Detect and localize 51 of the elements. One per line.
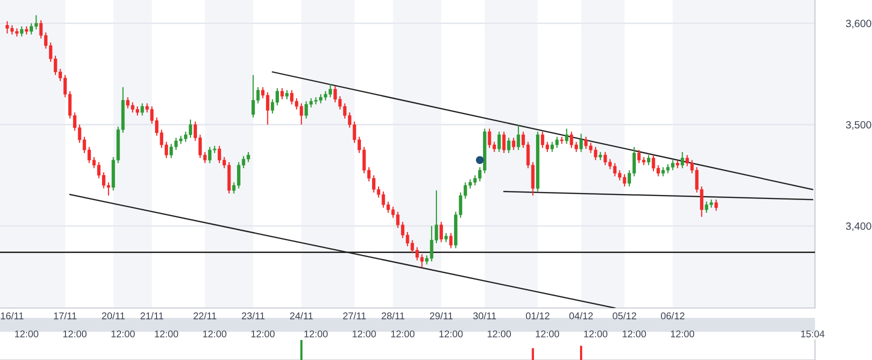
- candlestick: [280, 88, 284, 100]
- x-tick-label: 23/11: [242, 312, 265, 320]
- x-tick-label: 12:00: [439, 330, 463, 338]
- x-tick-label: 12:00: [112, 330, 135, 338]
- x-tick-label: 27/11: [343, 312, 366, 320]
- candlestick: [512, 137, 516, 150]
- candlestick: [20, 26, 24, 38]
- candlestick: [579, 133, 583, 153]
- y-tick-label: 3,500: [846, 121, 872, 130]
- x-tick-label: 20/11: [102, 312, 125, 320]
- candlestick: [444, 232, 448, 243]
- candlestick: [507, 137, 510, 154]
- x-tick-label: 12:00: [154, 330, 178, 338]
- x-tick-label: 12:00: [203, 330, 226, 338]
- x-tick-label: 12:00: [15, 330, 38, 338]
- x-tick-label: 21/11: [140, 312, 164, 320]
- x-tick-label: 30/11: [473, 312, 496, 320]
- candlestick: [440, 221, 443, 243]
- x-tick-label: 01/12: [526, 312, 550, 320]
- x-tick-label: 12:00: [622, 330, 646, 338]
- x-tick-label: 24/11: [290, 312, 313, 320]
- candlestick: [502, 131, 506, 154]
- x-tick-label: 12:00: [584, 330, 608, 338]
- candlestick: [564, 128, 568, 144]
- candlestick: [140, 102, 144, 116]
- x-tick-label: 29/11: [430, 312, 453, 320]
- x-tick-label: 12:00: [352, 330, 376, 338]
- candlestick: [285, 90, 289, 100]
- x-tick-label: 28/11: [382, 312, 404, 320]
- x-tick-label: 17/11: [54, 312, 76, 320]
- candlestick: [680, 151, 684, 169]
- x-tick-label: 12:00: [670, 330, 694, 338]
- x-tick-label: 05/12: [612, 312, 636, 320]
- candlestick: [449, 232, 453, 249]
- candlestick: [714, 199, 718, 212]
- x-tick-label: 12:00: [251, 330, 275, 338]
- x-tick-label: 12:00: [488, 330, 511, 338]
- x-tick-label: 22/11: [194, 312, 216, 320]
- x-tick-label: 15:04: [801, 330, 824, 338]
- x-tick-label: 06/12: [660, 312, 684, 320]
- candlestick: [646, 154, 650, 166]
- x-tick-label: 12:00: [536, 330, 560, 338]
- x-tick-label: 12:00: [391, 330, 414, 338]
- x-tick-label: 04/12: [569, 312, 593, 320]
- x-tick-label: 12:00: [304, 330, 328, 338]
- x-tick-label: 12:00: [63, 330, 87, 338]
- candlestick: [516, 124, 520, 150]
- x-tick-label: 16/11: [0, 312, 24, 320]
- y-tick-label: 3,400: [846, 222, 872, 232]
- y-tick-label: 3,600: [846, 20, 872, 28]
- candlestick: [497, 131, 501, 153]
